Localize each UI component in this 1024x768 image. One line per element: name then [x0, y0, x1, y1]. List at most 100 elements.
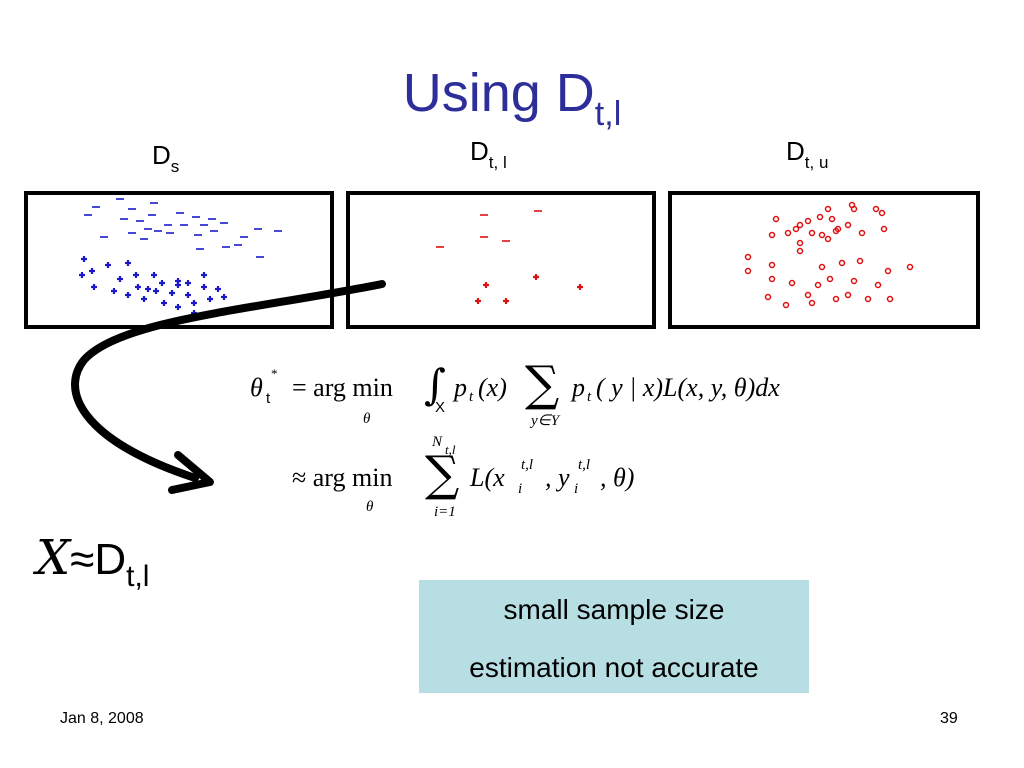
- target-unlabeled-point: [768, 231, 776, 239]
- target-unlabeled-point: [788, 279, 796, 287]
- page-number: 39: [940, 710, 958, 727]
- panel-label-source-main: D: [152, 140, 171, 170]
- target-unlabeled-point: [796, 221, 804, 229]
- target-unlabeled-point: [768, 261, 776, 269]
- eq-loss-close: , θ): [600, 463, 635, 492]
- eq-y-sup: t,l: [578, 457, 591, 473]
- eq-theta: θ: [250, 373, 263, 402]
- target-unlabeled-point: [744, 253, 752, 261]
- source-plus-point: [105, 262, 111, 268]
- sum-icon: ∑: [525, 356, 560, 412]
- source-scatter: [79, 198, 282, 316]
- source-plus-point: [207, 296, 213, 302]
- target-plus-point: [475, 298, 481, 304]
- target-unlabeled-point: [768, 275, 776, 283]
- target-unlabeled-point: [744, 267, 752, 275]
- source-plus-point: [81, 256, 87, 262]
- eq-p1-sub: t: [469, 389, 474, 405]
- target-unlabeled-point: [874, 281, 882, 289]
- eq-approx-argmin-sub: θ: [366, 499, 374, 515]
- source-plus-point: [79, 272, 85, 278]
- target-unlabeled-point: [832, 227, 840, 235]
- source-plus-point: [185, 292, 191, 298]
- target-unlabeled-point: [804, 217, 812, 225]
- target-unlabeled-point: [818, 231, 826, 239]
- target-unlabeled-point: [824, 205, 832, 213]
- eq-sum2-top: N: [432, 434, 443, 450]
- approximation-statement: X≈Dt,l: [36, 534, 149, 592]
- source-plus-point: [91, 284, 97, 290]
- target-plus-point: [483, 282, 489, 288]
- eq-y-sub: i: [574, 481, 579, 497]
- source-plus-point: [221, 294, 227, 300]
- eq-p1-arg: (x): [478, 373, 507, 402]
- panel-label-target-labeled-main: D: [470, 136, 489, 166]
- source-plus-point: [141, 296, 147, 302]
- eq-x-sub: i: [518, 481, 523, 497]
- slide-title-main: Using D: [402, 63, 595, 123]
- source-plus-point: [159, 280, 165, 286]
- equation-line-1: θ: [250, 375, 263, 401]
- callout-line-1: small sample size: [503, 594, 725, 625]
- target-unlabeled-scatter: [744, 201, 914, 309]
- eq-sum2-bottom: i=1: [434, 504, 456, 520]
- target-unlabeled-point: [856, 257, 864, 265]
- target-plus-point: [577, 284, 583, 290]
- target-unlabeled-point: [880, 225, 888, 233]
- callout-box: small sample size estimation not accurat…: [419, 580, 809, 693]
- source-plus-point: [145, 286, 151, 292]
- target-unlabeled-point: [858, 229, 866, 237]
- target-unlabeled-point: [804, 291, 812, 299]
- eq-approx-argmin: ≈ arg min: [292, 463, 393, 492]
- source-plus-point: [153, 288, 159, 294]
- approx-sub: t,l: [126, 560, 150, 593]
- eq-p2-sub: t: [587, 389, 592, 405]
- target-unlabeled-point: [814, 281, 822, 289]
- approx-d: ≈D: [70, 535, 127, 584]
- target-unlabeled-point: [838, 259, 846, 267]
- source-plus-point: [169, 290, 175, 296]
- slide-title: Using Dt,l: [0, 66, 1024, 131]
- source-plus-point: [185, 280, 191, 286]
- panel-label-target-unlabeled-main: D: [786, 136, 805, 166]
- target-labeled-scatter: [436, 210, 583, 304]
- eq-p1: p: [454, 373, 467, 402]
- sum2-icon: ∑: [425, 446, 460, 502]
- target-unlabeled-point: [906, 263, 914, 271]
- target-plus-point: [503, 298, 509, 304]
- chi-symbol: X: [36, 530, 71, 586]
- panel-label-target-labeled: Dt, l: [470, 138, 507, 171]
- integral-icon: ∫: [424, 360, 446, 409]
- target-unlabeled-point: [864, 295, 872, 303]
- eq-argmin: = arg min: [292, 373, 393, 402]
- target-unlabeled-point: [886, 295, 894, 303]
- source-plus-point: [135, 284, 141, 290]
- target-unlabeled-point: [808, 229, 816, 237]
- slide-title-sub: t,l: [594, 95, 622, 133]
- source-plus-point: [175, 304, 181, 310]
- source-plus-point: [175, 282, 181, 288]
- source-plus-point: [215, 286, 221, 292]
- eq-sum-sub: y∈Y: [531, 413, 560, 429]
- target-unlabeled-point: [782, 301, 790, 309]
- source-plus-point: [151, 272, 157, 278]
- target-unlabeled-point: [824, 235, 832, 243]
- target-unlabeled-point: [796, 239, 804, 247]
- source-plus-point: [201, 284, 207, 290]
- panel-label-target-unlabeled-sub: t, u: [804, 153, 829, 172]
- eq-loss-mid: , y: [545, 463, 570, 492]
- target-unlabeled-point: [826, 275, 834, 283]
- target-unlabeled-point: [792, 225, 800, 233]
- target-plus-point: [533, 274, 539, 280]
- eq-p2-arg: ( y | x)L(x, y, θ)dx: [596, 373, 780, 402]
- source-plus-point: [201, 272, 207, 278]
- target-unlabeled-point: [872, 205, 880, 213]
- eq-loss-open: L(x: [470, 463, 505, 492]
- source-plus-point: [111, 288, 117, 294]
- eq-theta-sub: t: [266, 390, 271, 407]
- target-unlabeled-point: [832, 295, 840, 303]
- target-unlabeled-point: [850, 277, 858, 285]
- target-unlabeled-point: [818, 263, 826, 271]
- target-unlabeled-point: [816, 213, 824, 221]
